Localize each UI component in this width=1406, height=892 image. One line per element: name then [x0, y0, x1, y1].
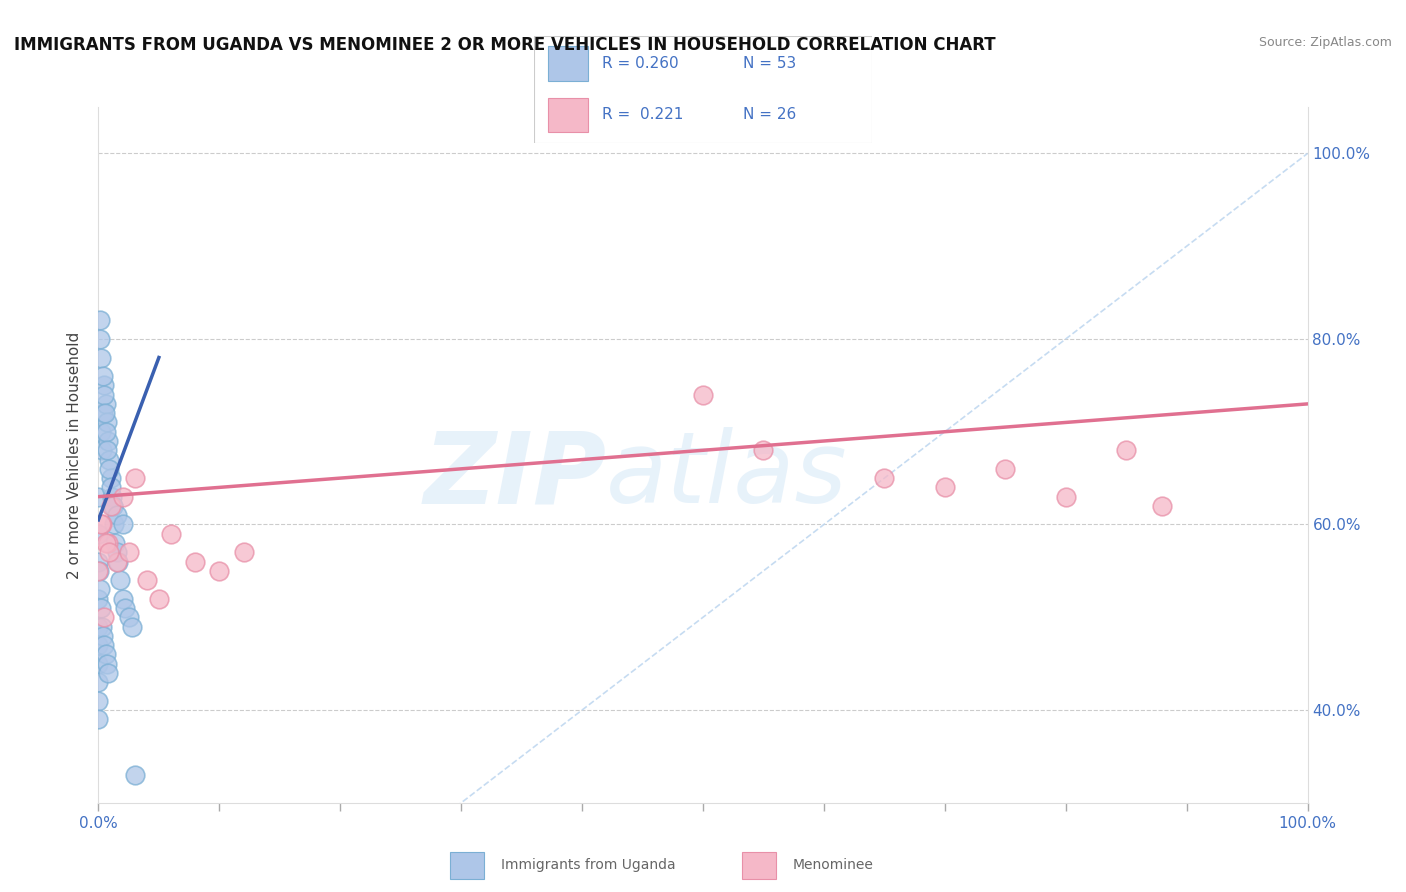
Point [121, 619, 143, 633]
Point [97, 434, 120, 448]
Point [100, 490, 122, 504]
Point [208, 564, 231, 578]
Point [111, 591, 134, 606]
Point [93, 638, 115, 652]
Point [752, 443, 775, 458]
Point [934, 480, 956, 494]
Point [111, 517, 134, 532]
Text: R =  0.221: R = 0.221 [602, 107, 683, 122]
Point [91, 619, 114, 633]
Point [96, 416, 118, 430]
Text: R = 0.260: R = 0.260 [602, 56, 678, 71]
Point [90, 601, 112, 615]
Point [87, 526, 110, 541]
Point [160, 526, 183, 541]
Point [98, 545, 121, 559]
Point [124, 471, 146, 485]
Point [107, 555, 129, 569]
Point [91, 443, 114, 458]
Point [94, 648, 117, 662]
Point [89, 313, 111, 327]
Text: N = 53: N = 53 [744, 56, 797, 71]
Text: ZIP: ZIP [423, 427, 606, 524]
Point [100, 480, 122, 494]
Point [90, 517, 112, 532]
Point [91, 369, 114, 384]
Point [135, 573, 157, 587]
Point [148, 591, 170, 606]
Point [87, 638, 110, 652]
Point [87, 591, 110, 606]
Point [94, 406, 117, 420]
FancyBboxPatch shape [450, 852, 484, 879]
FancyBboxPatch shape [742, 852, 776, 879]
Point [87, 555, 110, 569]
Point [94, 397, 117, 411]
Point [873, 471, 896, 485]
Point [90, 425, 112, 439]
Point [96, 425, 118, 439]
Point [87, 564, 110, 578]
Point [118, 610, 141, 624]
Point [87, 694, 110, 708]
Point [105, 555, 128, 569]
Point [114, 601, 136, 615]
Text: Immigrants from Uganda: Immigrants from Uganda [501, 858, 675, 872]
Point [90, 351, 112, 365]
Point [96, 657, 118, 671]
Text: N = 26: N = 26 [744, 107, 797, 122]
Point [97, 462, 120, 476]
Point [118, 545, 141, 559]
Point [94, 536, 117, 550]
Point [87, 564, 110, 578]
Point [100, 499, 122, 513]
Y-axis label: 2 or more Vehicles in Household: 2 or more Vehicles in Household [67, 331, 83, 579]
Point [91, 629, 114, 643]
Point [1152, 499, 1174, 513]
Point [232, 545, 254, 559]
Point [89, 332, 111, 346]
Point [87, 657, 110, 671]
Point [87, 712, 110, 726]
FancyBboxPatch shape [548, 98, 588, 132]
FancyBboxPatch shape [534, 36, 872, 143]
Text: Source: ZipAtlas.com: Source: ZipAtlas.com [1258, 36, 1392, 49]
Point [101, 499, 124, 513]
Point [97, 665, 120, 680]
Point [91, 517, 114, 532]
Point [994, 462, 1017, 476]
Text: atlas: atlas [606, 427, 848, 524]
FancyBboxPatch shape [548, 46, 588, 80]
Point [100, 471, 122, 485]
Point [1115, 443, 1137, 458]
Point [87, 490, 110, 504]
Point [93, 610, 115, 624]
Point [93, 387, 115, 401]
Point [105, 508, 128, 523]
Point [87, 675, 110, 690]
Point [87, 619, 110, 633]
Point [96, 443, 118, 458]
Point [97, 536, 120, 550]
Point [692, 387, 714, 401]
Point [104, 536, 127, 550]
Point [105, 545, 128, 559]
Point [184, 555, 207, 569]
Point [1054, 490, 1077, 504]
Text: IMMIGRANTS FROM UGANDA VS MENOMINEE 2 OR MORE VEHICLES IN HOUSEHOLD CORRELATION : IMMIGRANTS FROM UGANDA VS MENOMINEE 2 OR… [14, 36, 995, 54]
Point [91, 406, 114, 420]
Point [124, 768, 146, 782]
Point [89, 582, 111, 597]
Text: Menominee: Menominee [793, 858, 875, 872]
Point [101, 499, 124, 513]
Point [93, 378, 115, 392]
Point [111, 490, 134, 504]
Point [98, 452, 121, 467]
Point [108, 573, 131, 587]
Point [103, 517, 125, 532]
